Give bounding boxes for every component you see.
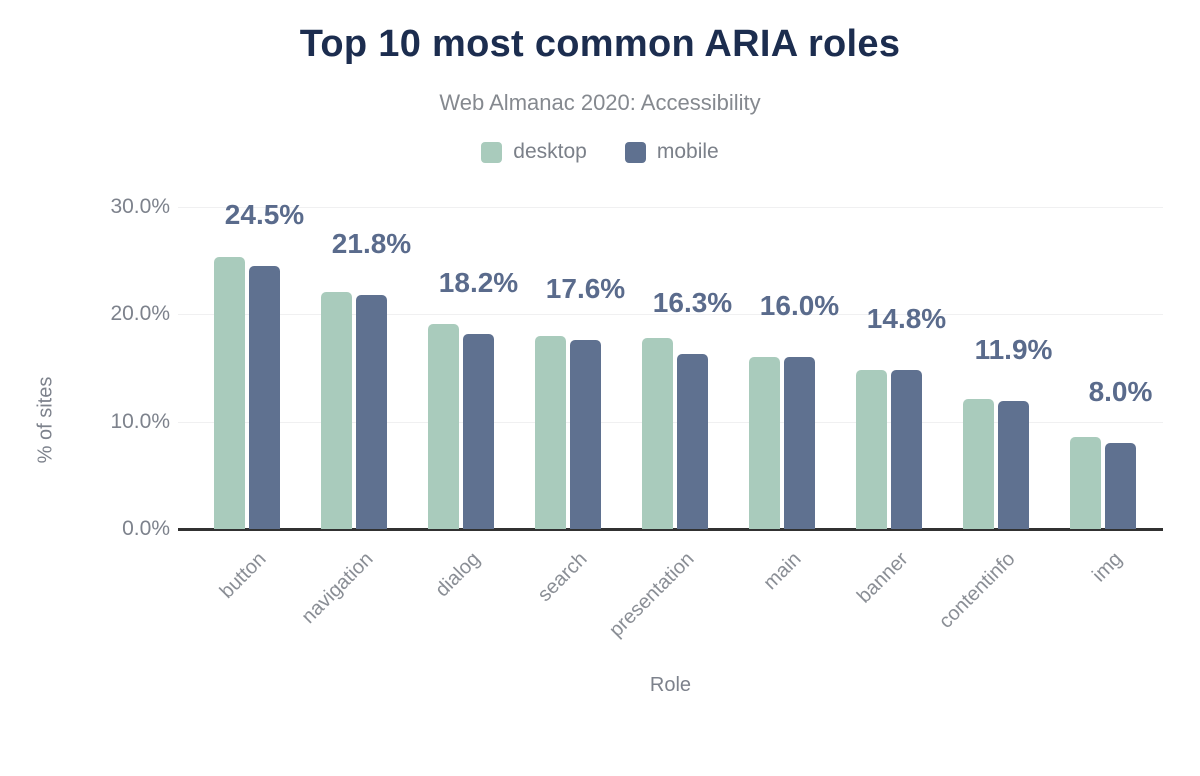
bar-value-label-dialog: 18.2% [438,266,519,298]
bar-desktop-dialog [428,324,459,529]
plot-area: 24.5% 21.8% 18.2% 17.6% 16.3% 16.0% 14.8% 11.9%… [178,200,1163,531]
bar-mobile-dialog [463,333,494,529]
legend-swatch-mobile [624,141,646,163]
chart-legend: desktop mobile [0,140,1200,164]
legend-label-mobile: mobile [656,140,719,163]
bar-value-label-navigation: 21.8% [331,228,412,259]
bar-mobile-button [249,266,280,529]
bar-value-label-search: 17.6% [545,273,626,305]
bar-value-label-banner: 14.8% [866,303,947,335]
chart-subtitle: Web Almanac 2020: Accessibility [439,90,761,115]
bar-value-label-button: 24.5% [224,199,305,231]
bar-mobile-img [1105,443,1136,529]
aria-roles-bar-chart: Top 10 most common ARIA roles Web Almana… [0,23,1200,696]
legend-item-mobile: mobile [624,140,719,164]
bar-mobile-presentation [677,354,708,529]
y-tick-10.0%: 10.0% [110,409,170,433]
bar-desktop-navigation [321,291,352,529]
bar-value-label-main: 16.0% [759,290,840,322]
y-axis-title: % of sites [34,376,57,464]
x-axis-line [178,528,1163,531]
bar-desktop-button [214,257,245,529]
bar-desktop-main [749,357,780,529]
bar-desktop-banner [856,370,887,529]
y-tick-20.0%: 20.0% [110,302,170,326]
y-tick-30.0%: 30.0% [110,195,170,218]
bar-desktop-search [535,335,566,529]
x-axis-title: Role [649,674,692,696]
bar-mobile-main [784,357,815,529]
legend-swatch-desktop [481,141,503,163]
y-tick-0.0%: 0.0% [122,517,170,540]
bar-value-label-presentation: 16.3% [652,287,733,319]
gridline-20.0% [178,314,1163,316]
bar-mobile-contentinfo [998,401,1029,529]
chart-title: Top 10 most common ARIA roles [299,23,901,65]
legend-item-desktop: desktop [481,140,587,164]
bar-value-label-img: 8.0% [1088,376,1153,408]
bar-desktop-presentation [642,337,673,529]
bar-mobile-search [570,340,601,529]
bar-desktop-img [1070,436,1101,529]
legend-label-desktop: desktop [513,140,587,163]
gridline-30.0% [178,207,1163,208]
bar-value-label-contentinfo: 11.9% [974,334,1053,366]
bar-desktop-contentinfo [963,399,994,529]
bar-mobile-banner [891,370,922,529]
bar-mobile-navigation [356,295,387,529]
